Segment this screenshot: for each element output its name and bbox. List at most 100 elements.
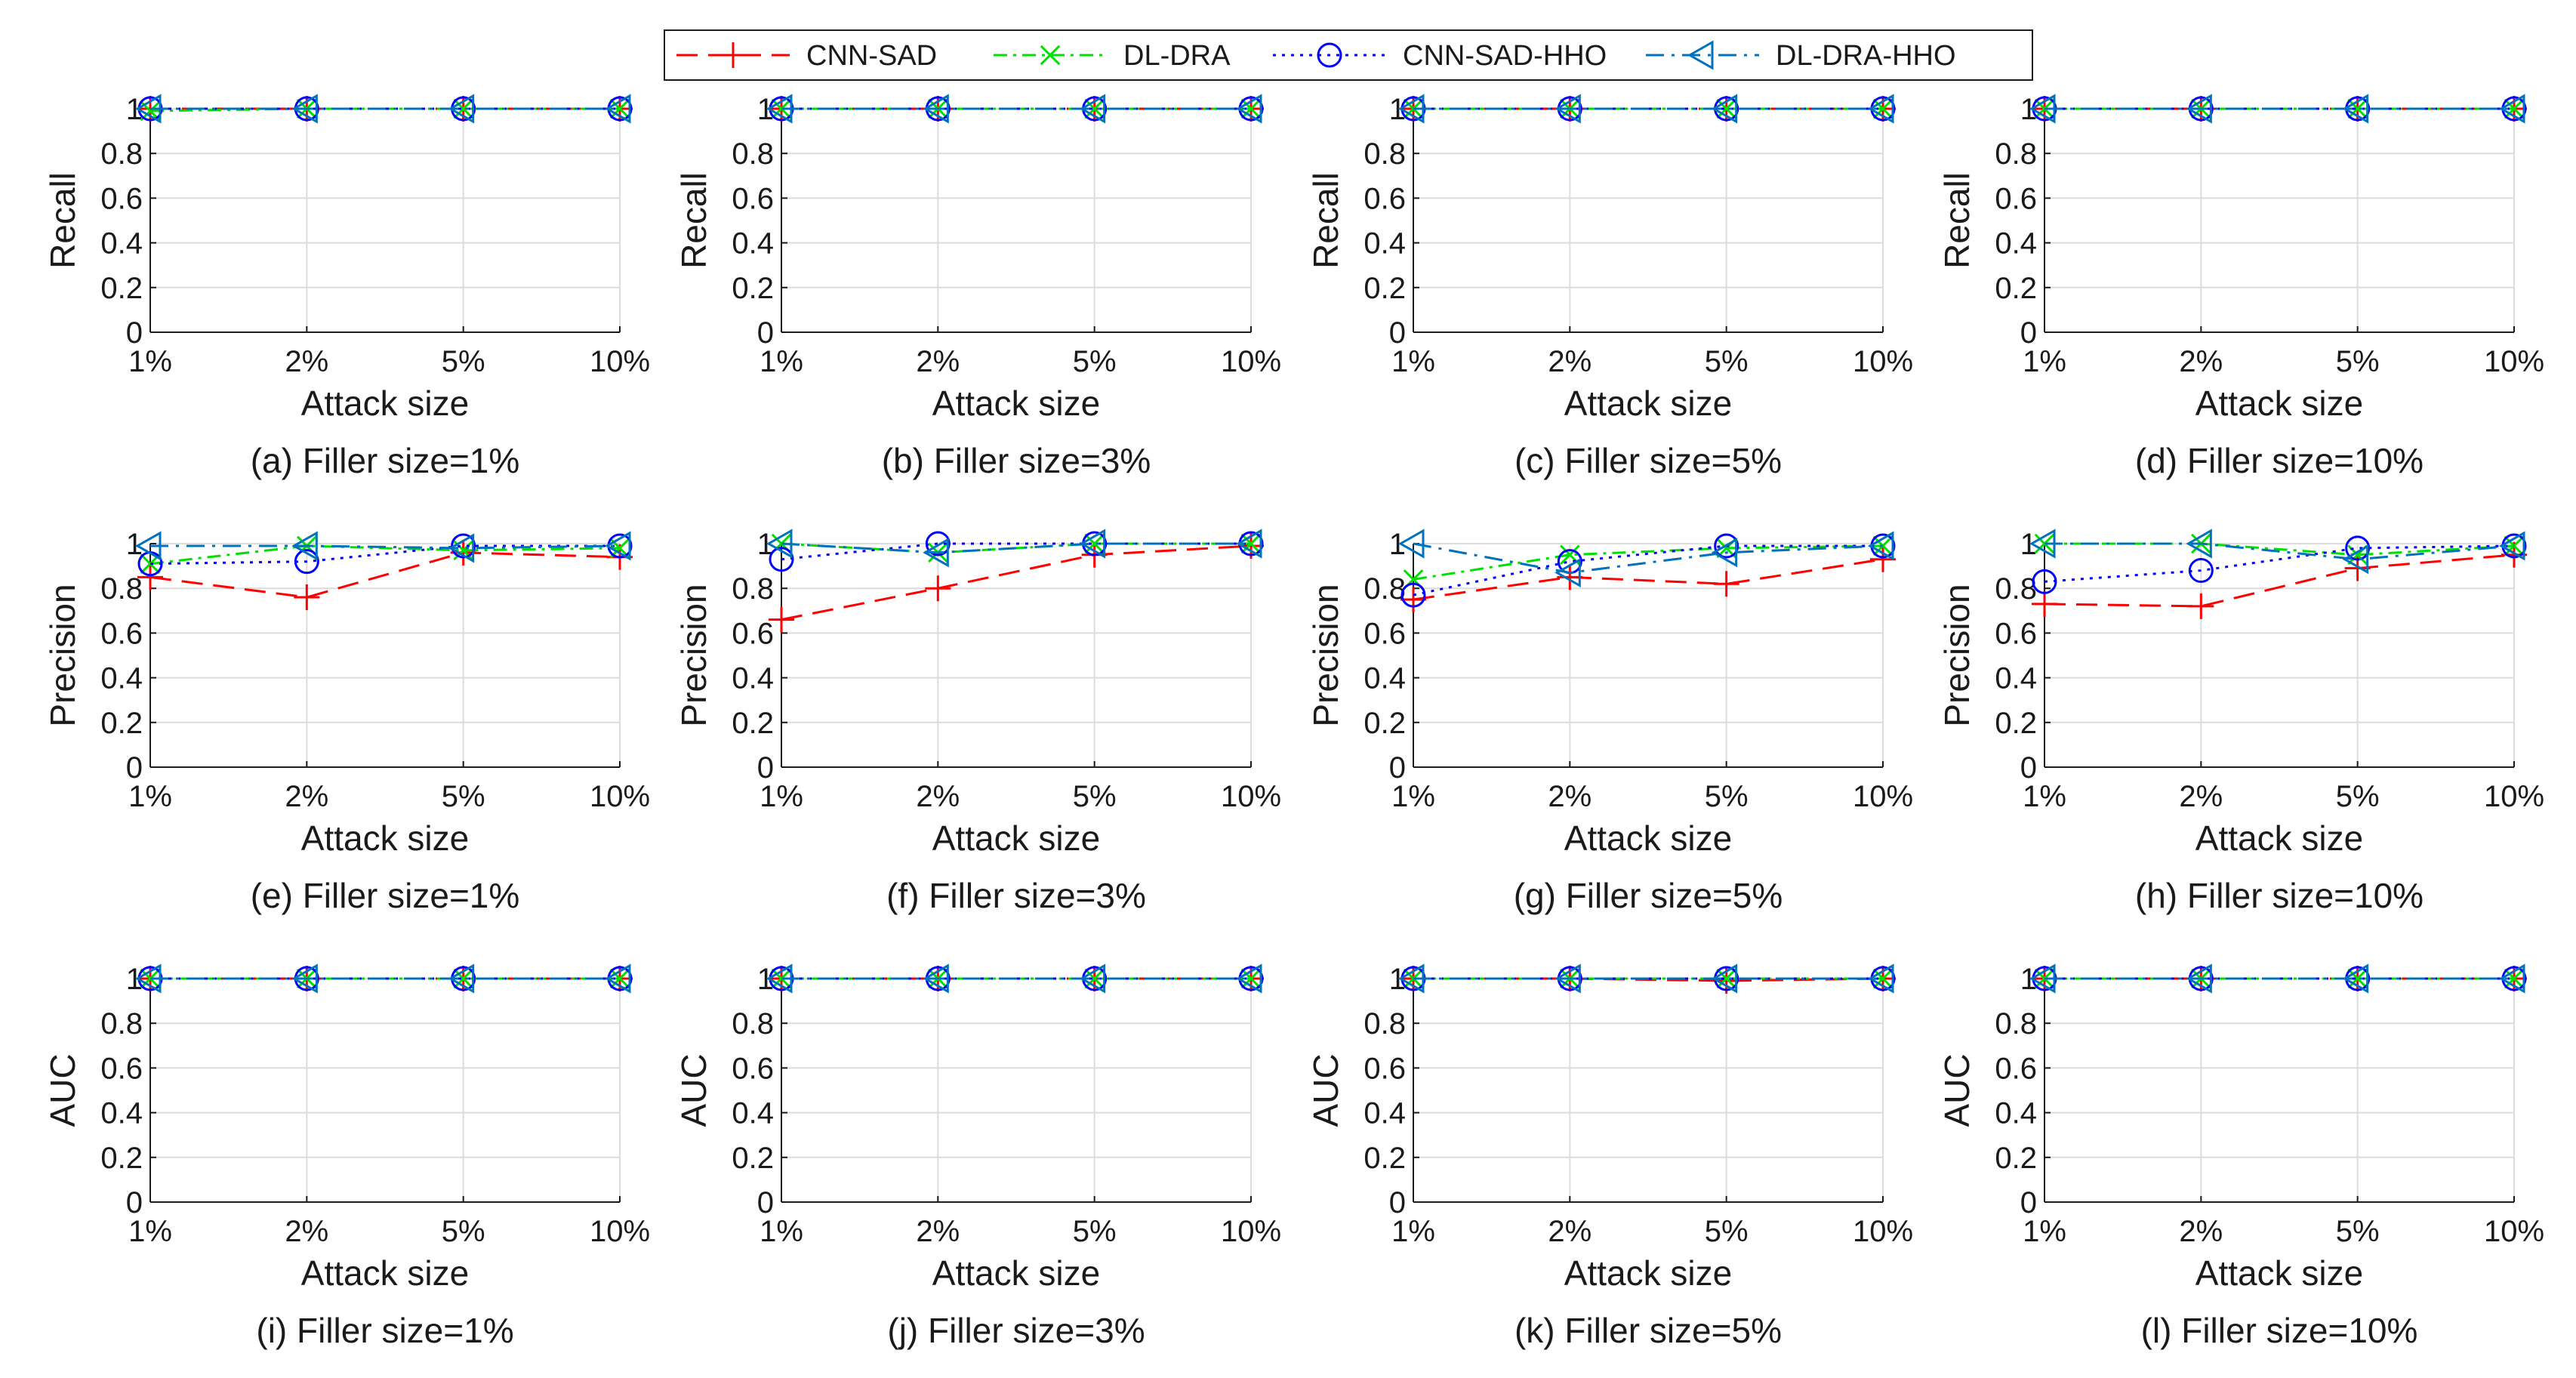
data-point — [291, 531, 318, 561]
data-point — [2342, 94, 2369, 124]
series-dl-dra-hho — [1397, 529, 1894, 588]
data-point — [2347, 968, 2368, 989]
x-axis-label: Attack size — [1564, 818, 1732, 858]
y-tick-label: 0.2 — [1363, 272, 1406, 305]
data-point — [1240, 533, 1262, 554]
x-tick-label: 1% — [128, 1215, 172, 1248]
data-point — [1079, 94, 1106, 124]
data-point — [1711, 94, 1738, 124]
series-line — [149, 544, 620, 566]
y-tick-label: 0 — [757, 1186, 774, 1219]
y-tick-label: 0.6 — [1995, 617, 2037, 650]
data-point — [766, 963, 793, 994]
series-line — [149, 551, 621, 599]
data-point — [1714, 533, 1739, 559]
x-tick-label: 10% — [1853, 345, 1913, 378]
data-point — [2498, 531, 2525, 561]
data-point — [2347, 98, 2368, 119]
data-point — [448, 963, 475, 994]
data-point — [769, 547, 794, 572]
chart-panel-e: 0 0.2 0.4 0.6 0.8 1 1% 2% 5% 10% Attack size Precis… — [43, 528, 650, 915]
data-point — [2498, 94, 2525, 124]
x-tick-label: 5% — [1073, 1215, 1117, 1248]
y-tick-label: 1 — [1389, 93, 1406, 126]
y-tick-label: 0.4 — [732, 227, 774, 260]
y-tick-label: 0.4 — [1363, 1097, 1406, 1130]
data-point — [925, 575, 951, 602]
data-point — [604, 94, 631, 124]
data-point — [923, 538, 949, 568]
data-point — [1079, 963, 1106, 994]
x-tick-label: 1% — [2023, 1215, 2066, 1248]
y-tick-label: 0 — [126, 1186, 143, 1219]
x-tick-label: 10% — [1221, 345, 1281, 378]
data-point — [2504, 98, 2525, 119]
data-point — [2186, 529, 2212, 559]
x-tick-label: 10% — [2484, 345, 2544, 378]
y-tick-label: 0.6 — [1363, 617, 1406, 650]
y-tick-label: 0.8 — [1995, 1007, 2037, 1040]
x-tick-label: 2% — [2179, 1215, 2223, 1248]
data-point — [1397, 94, 1425, 124]
data-point — [2345, 535, 2371, 561]
y-tick-label: 1 — [126, 528, 143, 561]
data-point — [294, 549, 319, 575]
data-point — [1713, 571, 1739, 597]
y-tick-label: 0.2 — [100, 707, 143, 740]
x-tick-label: 5% — [1705, 1215, 1749, 1248]
y-tick-label: 1 — [2020, 528, 2037, 561]
y-tick-label: 0.8 — [732, 137, 774, 171]
x-tick-label: 5% — [1705, 345, 1749, 378]
series-dl-dra-hho — [766, 94, 1262, 124]
y-tick-label: 0 — [1389, 1186, 1406, 1219]
panel-caption: (g) Filler size=5% — [1514, 876, 1783, 915]
x-axis-label: Attack size — [932, 384, 1100, 423]
series-line — [2044, 542, 2515, 561]
y-tick-label: 0.6 — [732, 617, 774, 650]
series-line — [2044, 544, 2515, 583]
chart-panel-b: 0 0.2 0.4 0.6 0.8 1 1% 2% 5% 10% Attack size Recall… — [674, 93, 1281, 480]
y-tick-label: 0.8 — [1363, 572, 1406, 606]
y-tick-label: 0.2 — [1995, 1142, 2037, 1175]
y-tick-label: 1 — [2020, 963, 2037, 996]
data-point — [1400, 587, 1426, 612]
data-point — [1240, 968, 1262, 989]
y-tick-label: 0.8 — [100, 1007, 143, 1040]
data-point — [2188, 593, 2214, 619]
legend-marker — [720, 42, 746, 68]
x-tick-label: 1% — [760, 1215, 803, 1248]
legend-label: CNN-SAD — [806, 40, 937, 72]
chart-panel-c: 0 0.2 0.4 0.6 0.8 1 1% 2% 5% 10% Attack size Recall… — [1306, 93, 1913, 480]
x-tick-label: 2% — [285, 345, 328, 378]
series-dl-dra-hho — [134, 963, 631, 994]
series-cnn-sad-hho — [769, 531, 1264, 572]
y-axis-label: Precision — [1937, 584, 1977, 726]
chart-panel-l: 0 0.2 0.4 0.6 0.8 1 1% 2% 5% 10% Attack size AUC (l)… — [1937, 963, 2544, 1350]
x-axis-label: Attack size — [2195, 818, 2363, 858]
x-axis-label: Attack size — [301, 818, 469, 858]
y-tick-label: 0.6 — [732, 1052, 774, 1085]
y-tick-label: 0.6 — [1363, 1052, 1406, 1085]
series-line — [2044, 542, 2515, 556]
data-point — [1084, 533, 1105, 554]
series-cnn-sad — [1400, 546, 1896, 612]
panel-caption: (a) Filler size=1% — [251, 441, 520, 480]
data-point — [604, 531, 631, 561]
y-tick-label: 0.4 — [732, 662, 774, 695]
series-dl-dra-hho — [1397, 94, 1894, 124]
data-point — [766, 94, 793, 124]
y-axis-label: Recall — [43, 172, 82, 269]
data-point — [609, 98, 630, 119]
y-tick-label: 0 — [126, 751, 143, 785]
series-line — [1413, 558, 1884, 601]
y-tick-label: 0.8 — [1363, 1007, 1406, 1040]
y-axis-label: Precision — [1306, 584, 1345, 726]
y-tick-label: 0.8 — [732, 1007, 774, 1040]
y-tick-label: 0 — [1389, 751, 1406, 785]
y-tick-label: 0.2 — [732, 707, 774, 740]
data-point — [134, 963, 162, 994]
legend-label: DL-DRA-HHO — [1776, 40, 1956, 72]
series-line — [781, 542, 1251, 554]
legend-label: CNN-SAD-HHO — [1403, 40, 1607, 72]
x-tick-label: 2% — [2179, 345, 2223, 378]
